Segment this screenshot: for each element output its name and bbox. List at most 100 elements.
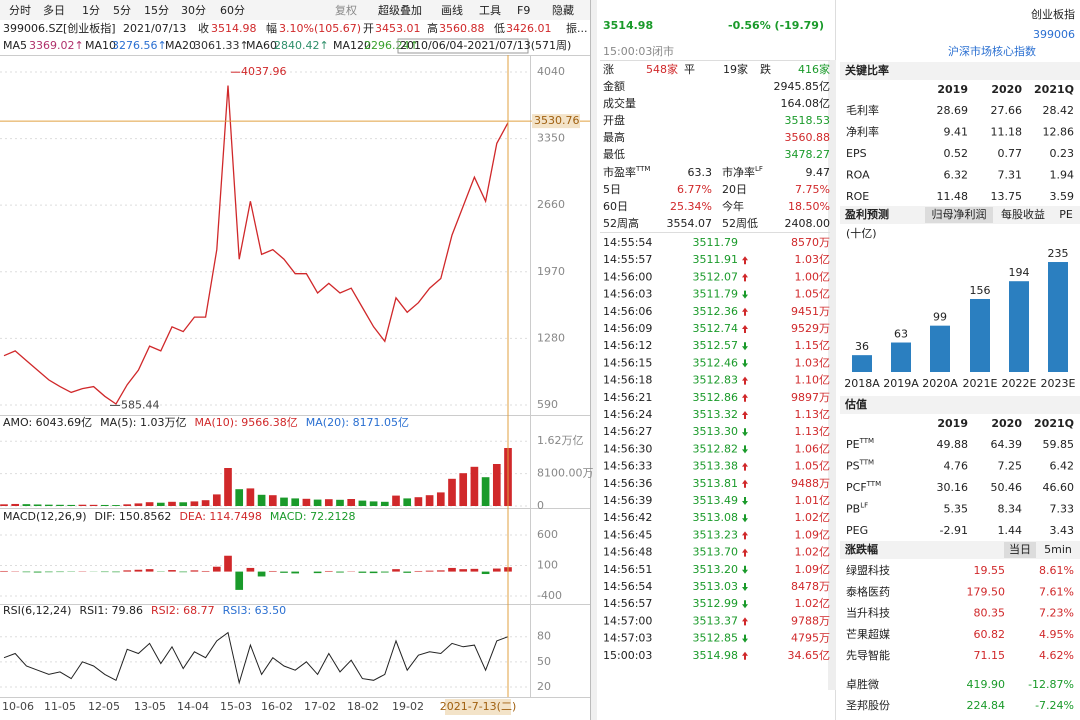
row-label: PSTTM <box>846 459 874 473</box>
y-tick-label: 0 <box>537 499 544 512</box>
arrow-up <box>742 325 748 333</box>
tick-price: 3513.08 <box>693 511 739 524</box>
row-label: PETTM <box>846 437 874 451</box>
tick-volume: 1.06亿 <box>795 442 831 455</box>
tick-price: 3512.74 <box>693 322 739 335</box>
stock-name[interactable]: 芒果超媒 <box>846 627 890 641</box>
column-header: 2020 <box>991 83 1022 96</box>
pair-label: 今年 <box>722 199 744 213</box>
tick-time: 14:55:54 <box>603 236 652 249</box>
date-range: 2010/06/04-2021/07/13(571周) <box>400 39 571 52</box>
volume-bar <box>436 492 445 506</box>
tick-price: 3512.07 <box>693 270 739 283</box>
tick-time: 14:56:00 <box>603 270 652 283</box>
low-label: 585.44 <box>121 398 160 411</box>
cell: -2.91 <box>940 524 968 537</box>
stock-name[interactable]: 当升科技 <box>846 606 890 620</box>
arrow-down <box>742 634 748 643</box>
tick-time: 14:56:27 <box>603 425 652 438</box>
tab[interactable]: 分时 <box>9 4 31 17</box>
tick-volume: 1.09亿 <box>795 528 831 541</box>
tab[interactable]: 1分 <box>82 4 100 17</box>
macd-bar <box>134 569 143 572</box>
tool-button[interactable]: 工具 <box>479 4 501 17</box>
stat-label: 最低 <box>603 148 625 161</box>
tab[interactable]: 15分 <box>144 4 169 17</box>
volume-bar <box>380 501 389 506</box>
stock-name[interactable]: 泰格医药 <box>846 584 890 598</box>
tab[interactable]: 60分 <box>220 4 245 17</box>
bar-value-label: 63 <box>894 328 908 341</box>
indicator-legend: MA(5): 1.03万亿 <box>100 416 186 429</box>
y-tick-label: 1280 <box>537 331 565 344</box>
volume-bar <box>212 494 221 506</box>
macd-bar <box>201 570 210 572</box>
field-label: 开 <box>363 22 374 35</box>
section-title: 盈利预测 <box>844 207 889 221</box>
field-value: 3426.01 <box>506 22 552 35</box>
volume-bar <box>392 495 400 506</box>
label-text: 52周低 <box>722 217 758 230</box>
tick-volume: 1.13亿 <box>795 408 831 421</box>
section-title: 关键比率 <box>845 63 889 77</box>
stock-name[interactable]: 先导智能 <box>846 648 890 662</box>
macd-bar <box>179 571 188 573</box>
bar-value-label: 194 <box>1009 266 1030 279</box>
label-sup: TTM <box>866 480 881 488</box>
volume-bar <box>246 488 255 506</box>
cell: 9.41 <box>944 126 969 139</box>
stock-change: 7.23% <box>1039 607 1074 620</box>
x-tick-label: 17-02 <box>304 700 336 713</box>
stock-name[interactable]: 绿盟科技 <box>846 563 890 577</box>
scrollbar[interactable] <box>828 60 836 690</box>
cell: 0.77 <box>998 147 1023 160</box>
stock-price: 419.90 <box>967 678 1006 691</box>
tab[interactable]: 30分 <box>181 4 206 17</box>
field-value: 3.10%(105.67) <box>279 22 361 35</box>
breadth-label: 平 <box>684 63 695 76</box>
tick-volume: 1.03亿 <box>795 253 831 266</box>
cell: 27.66 <box>991 104 1023 117</box>
tab[interactable]: PE <box>1059 208 1073 221</box>
tick-price: 3513.38 <box>693 460 739 473</box>
tool-button[interactable]: 超级叠加 <box>378 3 422 17</box>
arrow-down <box>742 514 748 523</box>
tick-time: 14:57:00 <box>603 614 652 627</box>
macd-bar <box>123 570 132 572</box>
macd-bar <box>257 571 266 577</box>
tick-price: 3512.83 <box>693 374 739 387</box>
tick-price: 3513.49 <box>693 494 739 507</box>
stock-name[interactable]: 卓胜微 <box>846 677 879 691</box>
tab[interactable]: 归母净利润 <box>932 207 987 221</box>
tool-button[interactable]: F9 <box>517 4 530 17</box>
tick-volume: 9529万 <box>791 322 830 335</box>
tick-price: 3511.79 <box>693 236 739 249</box>
cell: 1.44 <box>998 524 1023 537</box>
volume-bar <box>347 499 356 506</box>
date: 2021/07/13 <box>123 22 186 35</box>
volume-bar <box>33 504 42 506</box>
row-label: EPS <box>846 147 867 160</box>
tool-button[interactable]: 复权 <box>335 3 357 17</box>
security-code: 399006.SZ[创业板指] <box>3 21 116 35</box>
y-tick-label: 2660 <box>537 198 565 211</box>
y-tick-label: 3350 <box>537 132 565 145</box>
macd-bar <box>235 571 244 590</box>
label-text: 市盈率 <box>603 165 636 179</box>
tool-button[interactable]: 画线 <box>441 3 463 17</box>
tab[interactable]: 当日 <box>1009 542 1031 556</box>
tool-button[interactable]: 隐藏 <box>552 4 574 17</box>
macd-bar <box>380 571 389 573</box>
tab[interactable]: 每股收益 <box>1001 207 1045 221</box>
tab[interactable]: 5min <box>1044 543 1072 556</box>
indicator-legend: RSI(6,12,24) <box>3 604 71 617</box>
y-tick-label: 80 <box>537 630 551 643</box>
cell: 28.69 <box>937 104 969 117</box>
tick-volume: 1.13亿 <box>795 425 831 438</box>
stock-name[interactable]: 圣邦股份 <box>846 699 890 712</box>
tab[interactable]: 5分 <box>113 4 131 17</box>
tab[interactable]: 多日 <box>43 3 65 17</box>
volume-bar <box>313 499 322 506</box>
x-tick-label: 18-02 <box>347 700 379 713</box>
cell: 5.35 <box>944 503 969 516</box>
